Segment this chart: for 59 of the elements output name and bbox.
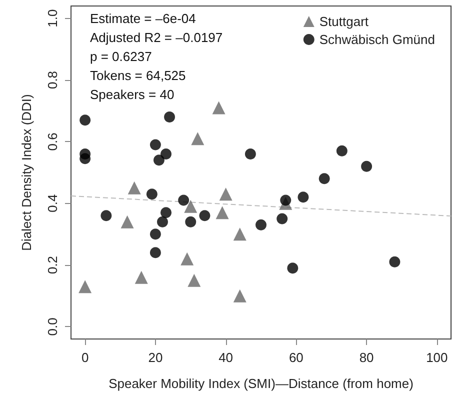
point: [178, 194, 190, 206]
y-tick-label: 0.0: [45, 318, 60, 336]
point: [191, 132, 204, 146]
point: [276, 213, 288, 224]
point: [134, 270, 148, 284]
point: [244, 148, 256, 160]
point: [219, 188, 232, 201]
x-tick-label: 60: [288, 350, 304, 365]
point: [318, 173, 330, 184]
point: [180, 252, 194, 266]
annotation: Tokens = 64,525: [90, 68, 186, 83]
point: [188, 274, 201, 287]
point: [153, 154, 164, 166]
point: [233, 289, 246, 302]
x-tick-label: 20: [148, 350, 163, 365]
legend-label: Schwäbisch Gmünd: [319, 32, 436, 47]
y-tick-label: 0.8: [45, 70, 60, 90]
point: [185, 216, 196, 228]
point: [184, 200, 198, 213]
point: [233, 228, 246, 241]
x-tick-label: 40: [218, 350, 234, 365]
point: [280, 194, 292, 206]
point: [212, 101, 226, 114]
y-axis-title: Dialect Density Index (DDI): [19, 94, 34, 251]
point: [256, 219, 266, 230]
point: [80, 153, 91, 164]
point: [146, 188, 158, 200]
annotation: Speakers = 40: [90, 87, 174, 102]
legend-label: Stuttgart: [319, 14, 369, 29]
x-axis-title: Speaker Mobility Index (SMI)—Distance (from home): [108, 376, 414, 391]
point: [160, 207, 172, 218]
annotation: Estimate = –6e-04: [90, 11, 196, 26]
y-tick-label: 0.4: [45, 194, 60, 212]
annotation: p = 0.6237: [90, 49, 152, 64]
y-tick-label: 0.2: [45, 256, 60, 274]
y-tick-label: 0.6: [45, 132, 60, 151]
point: [216, 206, 229, 220]
point: [298, 192, 309, 203]
annotation: Adjusted R2 = –0.0197: [90, 30, 223, 45]
point: [160, 148, 172, 160]
point: [100, 210, 112, 222]
point: [164, 112, 176, 122]
point: [80, 114, 91, 126]
x-tick-label: 0: [81, 350, 89, 365]
point: [150, 139, 161, 150]
point: [78, 280, 92, 294]
point: [336, 145, 348, 156]
point: [389, 256, 400, 268]
x-tick-label: 80: [359, 350, 374, 365]
point: [150, 228, 161, 240]
point: [156, 216, 168, 228]
point: [199, 210, 210, 222]
point: [361, 160, 372, 172]
point: [150, 247, 161, 258]
point: [120, 215, 134, 228]
y-tick-label: 1.0: [45, 9, 60, 28]
point: [128, 181, 141, 194]
point: [287, 262, 298, 274]
x-tick-label: 100: [426, 350, 448, 365]
